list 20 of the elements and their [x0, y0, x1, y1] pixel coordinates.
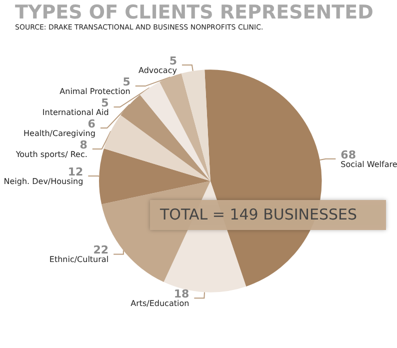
slice-label: Health/Caregiving: [24, 129, 96, 138]
slice-label: Social Welfare: [340, 160, 397, 169]
slice-label: Animal Protection: [60, 87, 130, 96]
data-label: 5: [122, 76, 130, 89]
text: TOTAL = 149 BUSINESSES: [159, 206, 358, 224]
slice-label: Advocacy: [138, 66, 178, 76]
data-label: 68: [340, 148, 356, 162]
data-label: 5: [101, 96, 109, 110]
data-label: 22: [93, 244, 109, 257]
slice-label: Youth sports/ Rec.: [14, 150, 88, 160]
data-label: 5: [169, 54, 177, 68]
data-label: 6: [88, 118, 96, 131]
data-label: 8: [80, 138, 88, 152]
data-label: 18: [174, 288, 190, 301]
slice-label: Ethnic/Cultural: [49, 255, 109, 264]
data-label: 12: [68, 165, 84, 178]
slice-label: Neigh. Dev/Housing: [4, 176, 84, 186]
chart-title: TYPES OF CLIENTS REPRESENTED: [15, 2, 374, 24]
slice-label: International Aid: [42, 108, 109, 118]
slice-label: Arts/Education: [130, 299, 190, 308]
